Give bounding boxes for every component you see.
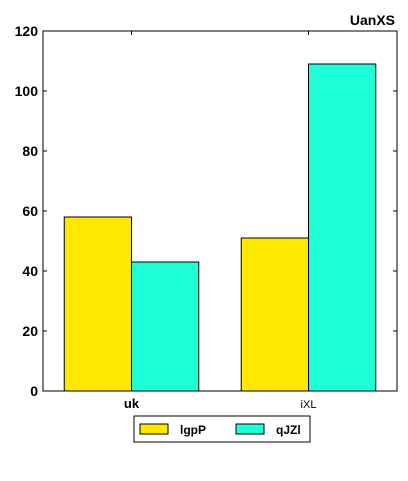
y-tick-label: 120 bbox=[15, 23, 39, 39]
bar-qJZl-uk bbox=[131, 261, 200, 392]
y-tick-label: 60 bbox=[22, 203, 38, 219]
legend-swatch-qJZl bbox=[235, 423, 265, 435]
y-tick-label: 100 bbox=[15, 83, 39, 99]
legend-label-lgpP: lgpP bbox=[180, 423, 206, 437]
bar-qJZl-iXL bbox=[308, 63, 377, 392]
bars-layer bbox=[63, 63, 377, 392]
legend-swatch-lgpP bbox=[139, 423, 169, 435]
y-tick-label: 40 bbox=[22, 263, 38, 279]
y-tick-label: 80 bbox=[22, 143, 38, 159]
axes-layer: uk iXL 0 20 40 60 80 100 120 bbox=[15, 23, 398, 411]
x-tick-label-iXL: iXL bbox=[301, 399, 317, 411]
legend: lgpP qJZl bbox=[133, 415, 311, 443]
x-tick-label-uk: uk bbox=[124, 396, 140, 411]
bar-lgpP-uk bbox=[63, 216, 132, 392]
legend-label-qJZl: qJZl bbox=[276, 423, 301, 437]
y-tick-label: 0 bbox=[30, 383, 38, 399]
bar-lgpP-iXL bbox=[240, 237, 310, 392]
chart-title: UanXS bbox=[350, 12, 395, 28]
y-tick-label: 20 bbox=[22, 323, 38, 339]
